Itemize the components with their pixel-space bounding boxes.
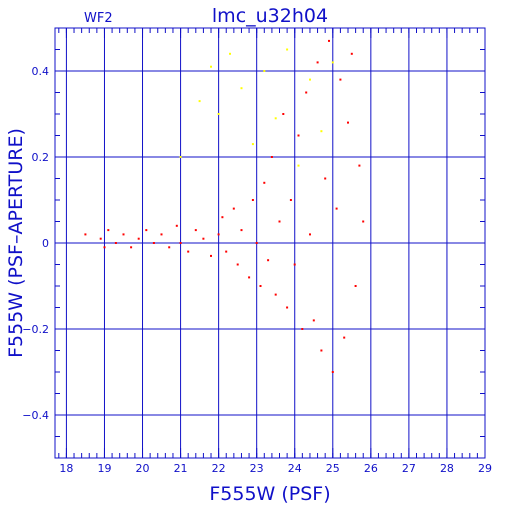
data-point-red xyxy=(236,263,239,266)
data-point-yellow xyxy=(331,61,334,64)
y-tick-label: −0.4 xyxy=(22,409,49,422)
data-point-red xyxy=(84,233,87,236)
data-point-red xyxy=(309,233,311,236)
data-point-red xyxy=(175,224,178,227)
chart-title: lmc_u32h04 xyxy=(212,5,328,27)
data-point-red xyxy=(343,336,346,339)
data-point-red xyxy=(335,207,338,210)
data-point-red xyxy=(225,250,228,253)
x-axis-label: F555W (PSF) xyxy=(209,483,330,505)
data-point-red xyxy=(331,371,334,373)
x-tick-label: 21 xyxy=(174,462,188,475)
data-point-red xyxy=(194,229,197,232)
data-point-red xyxy=(282,113,285,115)
data-point-yellow xyxy=(251,143,254,146)
y-tick-label: 0.2 xyxy=(32,151,50,164)
data-point-red xyxy=(274,293,277,296)
data-point-red xyxy=(107,229,110,232)
data-point-red xyxy=(114,242,117,244)
y-tick-label: 0.4 xyxy=(32,65,50,78)
data-point-red xyxy=(278,220,281,223)
data-point-red xyxy=(270,156,273,158)
data-point-red xyxy=(328,39,330,42)
data-point-red xyxy=(145,229,148,232)
y-tick-label: −0.2 xyxy=(22,323,49,336)
data-point-red xyxy=(255,242,258,244)
data-point-red xyxy=(232,207,235,210)
data-point-red xyxy=(339,78,342,81)
data-point-red xyxy=(358,164,361,167)
data-point-red xyxy=(320,349,323,352)
x-tick-label: 25 xyxy=(326,462,340,475)
data-point-red xyxy=(187,250,190,253)
data-point-yellow xyxy=(263,70,266,72)
x-tick-label: 22 xyxy=(212,462,226,475)
data-point-yellow xyxy=(240,87,243,90)
data-point-red xyxy=(210,254,212,257)
data-point-yellow xyxy=(198,100,201,103)
data-point-yellow xyxy=(229,52,231,55)
x-tick-label: 29 xyxy=(478,462,492,475)
data-point-red xyxy=(251,199,254,201)
data-point-red xyxy=(217,233,220,236)
data-point-red xyxy=(267,259,270,262)
x-tick-label: 26 xyxy=(364,462,378,475)
data-point-red xyxy=(347,121,349,124)
data-point-yellow xyxy=(179,156,182,158)
data-point-red xyxy=(312,319,315,322)
data-point-red xyxy=(297,134,300,137)
data-point-red xyxy=(130,246,133,249)
x-tick-label: 23 xyxy=(250,462,264,475)
data-point-red xyxy=(293,263,296,266)
y-tick-label: 0 xyxy=(42,237,49,250)
data-point-red xyxy=(99,237,102,240)
data-point-red xyxy=(240,229,243,232)
data-point-red xyxy=(152,242,155,244)
x-tick-label: 28 xyxy=(440,462,454,475)
data-point-yellow xyxy=(217,113,220,115)
y-axis-label: F555W (PSF–APERTURE) xyxy=(5,128,27,358)
data-point-red xyxy=(179,242,182,244)
data-point-red xyxy=(202,237,205,240)
chip-label: WF2 xyxy=(84,11,113,26)
x-tick-label: 20 xyxy=(136,462,150,475)
data-point-red xyxy=(354,285,357,287)
data-point-red xyxy=(305,91,308,94)
data-point-yellow xyxy=(297,164,300,167)
data-point-red xyxy=(248,276,251,279)
data-point-red xyxy=(259,285,262,287)
axis-ticks xyxy=(55,27,486,459)
data-point-red xyxy=(289,199,292,201)
data-points xyxy=(84,39,365,373)
data-point-yellow xyxy=(286,48,289,51)
data-point-red xyxy=(324,177,327,180)
data-point-red xyxy=(362,220,365,223)
data-point-yellow xyxy=(320,130,323,133)
x-tick-label: 18 xyxy=(59,462,73,475)
data-point-red xyxy=(160,233,163,236)
data-point-yellow xyxy=(210,65,212,68)
data-point-red xyxy=(350,52,353,55)
x-tick-label: 27 xyxy=(402,462,416,475)
data-point-yellow xyxy=(274,117,277,120)
tick-labels: 18 19 20 21 22 23 24 25 26 27 28 29 −0.4 −0.2 0 0.2 0.4 xyxy=(22,65,492,475)
data-point-red xyxy=(316,61,319,64)
x-tick-label: 19 xyxy=(97,462,111,475)
data-point-red xyxy=(122,233,125,236)
data-point-red xyxy=(286,306,289,309)
data-point-red xyxy=(221,216,224,219)
data-point-yellow xyxy=(309,78,311,81)
data-point-red xyxy=(103,246,106,249)
data-point-red xyxy=(137,237,140,240)
data-point-red xyxy=(301,328,304,330)
data-point-red xyxy=(263,181,266,184)
data-point-red xyxy=(168,246,171,249)
x-tick-label: 24 xyxy=(288,462,302,475)
